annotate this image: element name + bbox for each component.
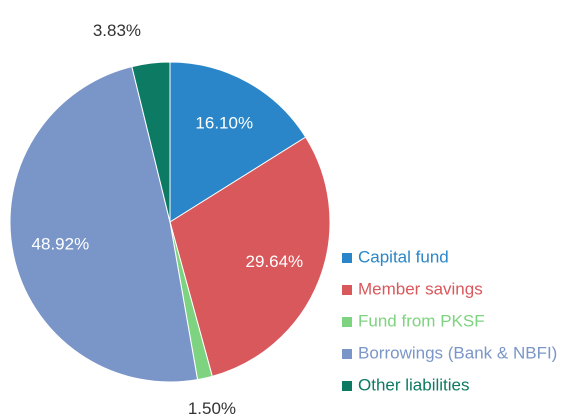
data-label: 29.64%: [245, 252, 303, 271]
legend-label: Other liabilities: [358, 375, 470, 394]
legend-label: Capital fund: [358, 247, 449, 266]
pie-slice: [9, 66, 199, 383]
legend-swatch: [342, 285, 352, 295]
legend-label: Borrowings (Bank & NBFI): [358, 343, 557, 362]
legend-swatch: [342, 381, 352, 391]
data-label: 48.92%: [32, 234, 90, 253]
pie-slice: [131, 61, 171, 223]
data-label: 16.10%: [195, 114, 253, 133]
pie-slice: [169, 61, 307, 223]
legend-swatch: [342, 317, 352, 327]
data-label: 1.50%: [188, 399, 236, 414]
pie-slice: [169, 136, 331, 377]
legend-swatch: [342, 253, 352, 263]
legend-swatch: [342, 349, 352, 359]
legend-label: Fund from PKSF: [358, 311, 485, 330]
legend-label: Member savings: [358, 279, 483, 298]
data-label: 3.83%: [93, 21, 141, 40]
